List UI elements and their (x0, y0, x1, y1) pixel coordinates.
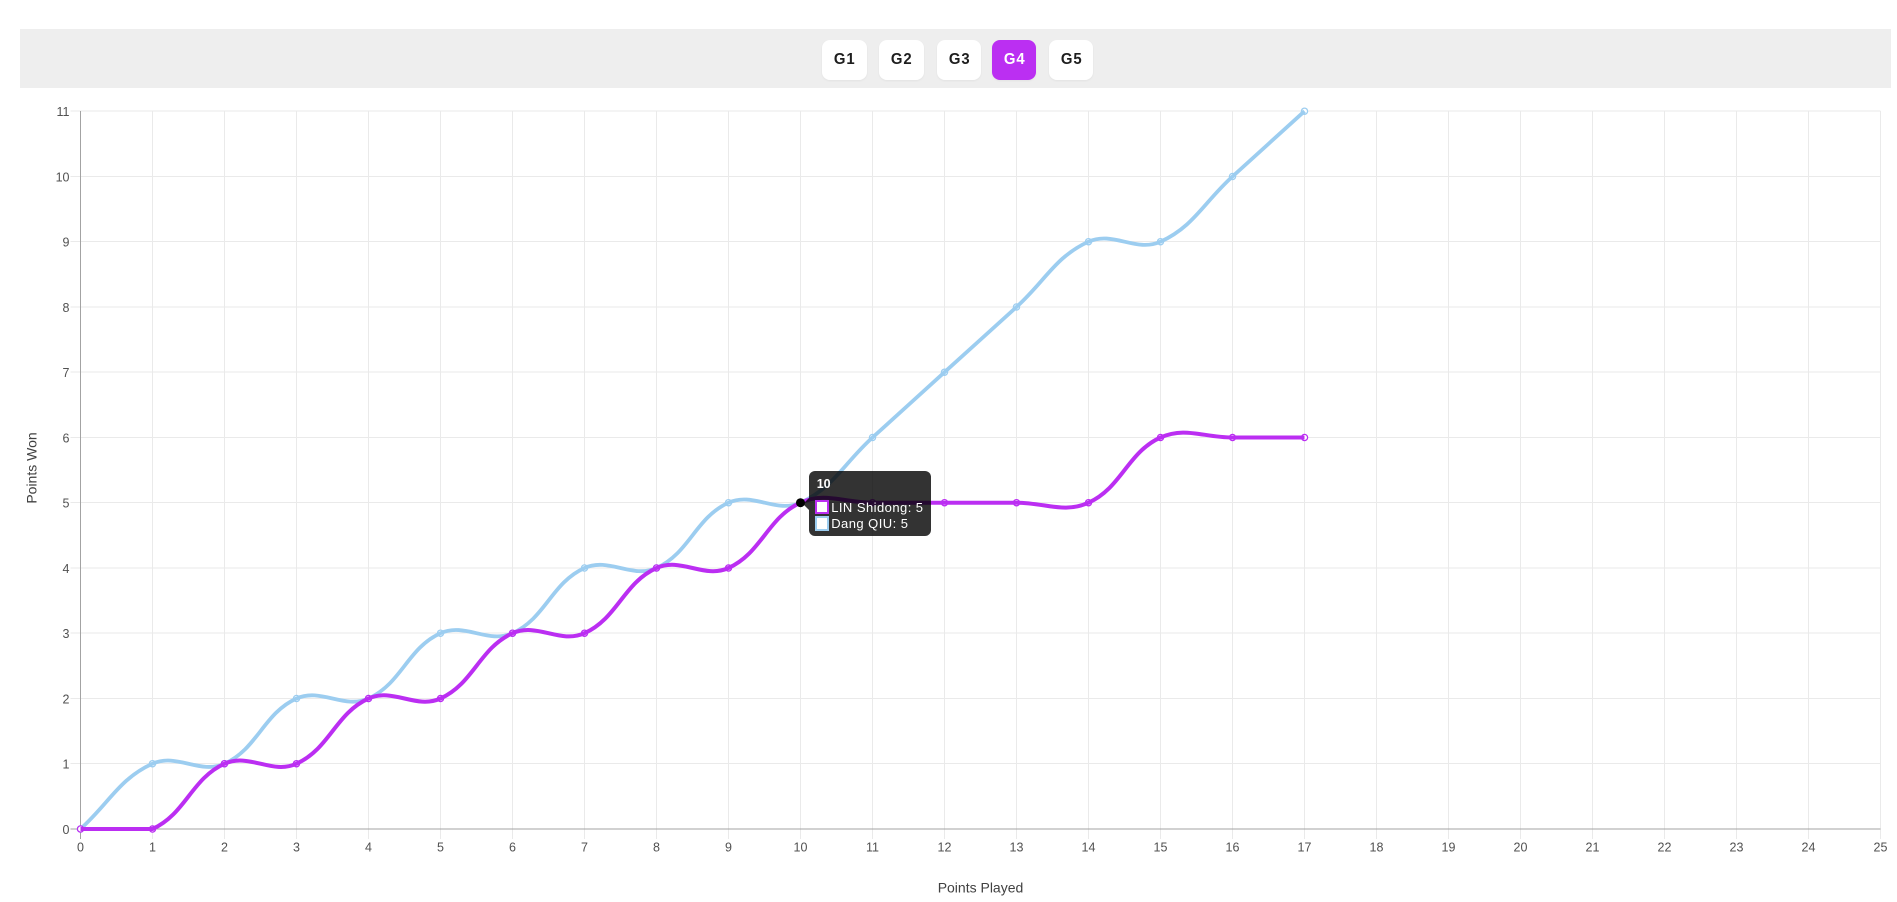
svg-text:5: 5 (63, 497, 70, 511)
svg-text:15: 15 (1154, 841, 1168, 855)
svg-text:18: 18 (1370, 841, 1384, 855)
svg-text:6: 6 (63, 431, 70, 445)
svg-text:11: 11 (866, 841, 879, 855)
svg-text:7: 7 (581, 841, 588, 855)
svg-text:10: 10 (794, 841, 808, 855)
svg-text:20: 20 (1514, 841, 1528, 855)
svg-text:5: 5 (437, 841, 444, 855)
svg-text:4: 4 (365, 841, 372, 855)
svg-text:1: 1 (63, 758, 70, 772)
svg-text:Points Played: Points Played (938, 879, 1024, 895)
svg-text:19: 19 (1442, 841, 1456, 855)
svg-text:2: 2 (63, 692, 70, 706)
svg-text:9: 9 (725, 841, 732, 855)
svg-text:21: 21 (1586, 841, 1600, 855)
svg-text:11: 11 (57, 105, 70, 119)
svg-text:6: 6 (509, 841, 516, 855)
svg-text:12: 12 (938, 841, 952, 855)
svg-text:7: 7 (63, 366, 70, 380)
svg-text:3: 3 (63, 627, 70, 641)
svg-text:16: 16 (1226, 841, 1240, 855)
svg-text:Points Won: Points Won (23, 432, 39, 503)
svg-text:2: 2 (221, 841, 228, 855)
svg-text:23: 23 (1730, 841, 1744, 855)
svg-text:22: 22 (1658, 841, 1672, 855)
svg-text:17: 17 (1298, 841, 1312, 855)
svg-text:14: 14 (1082, 841, 1096, 855)
svg-text:24: 24 (1802, 841, 1816, 855)
svg-text:0: 0 (63, 823, 70, 837)
svg-text:0: 0 (77, 841, 84, 855)
svg-text:25: 25 (1874, 841, 1888, 855)
svg-text:9: 9 (63, 236, 70, 250)
svg-text:1: 1 (149, 841, 156, 855)
svg-text:8: 8 (653, 841, 660, 855)
svg-text:10: 10 (56, 170, 70, 184)
svg-text:8: 8 (63, 301, 70, 315)
svg-text:3: 3 (293, 841, 300, 855)
svg-text:4: 4 (63, 562, 70, 576)
svg-text:13: 13 (1010, 841, 1024, 855)
